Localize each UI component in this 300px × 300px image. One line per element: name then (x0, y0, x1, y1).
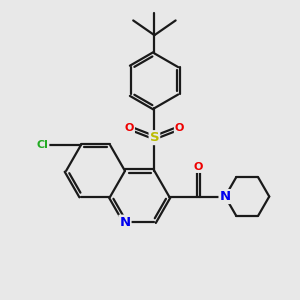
Text: Cl: Cl (37, 140, 49, 150)
Text: O: O (194, 162, 203, 172)
Text: N: N (220, 190, 231, 203)
Text: N: N (119, 216, 130, 229)
Text: O: O (125, 123, 134, 133)
Text: O: O (175, 123, 184, 133)
Text: S: S (150, 131, 159, 144)
